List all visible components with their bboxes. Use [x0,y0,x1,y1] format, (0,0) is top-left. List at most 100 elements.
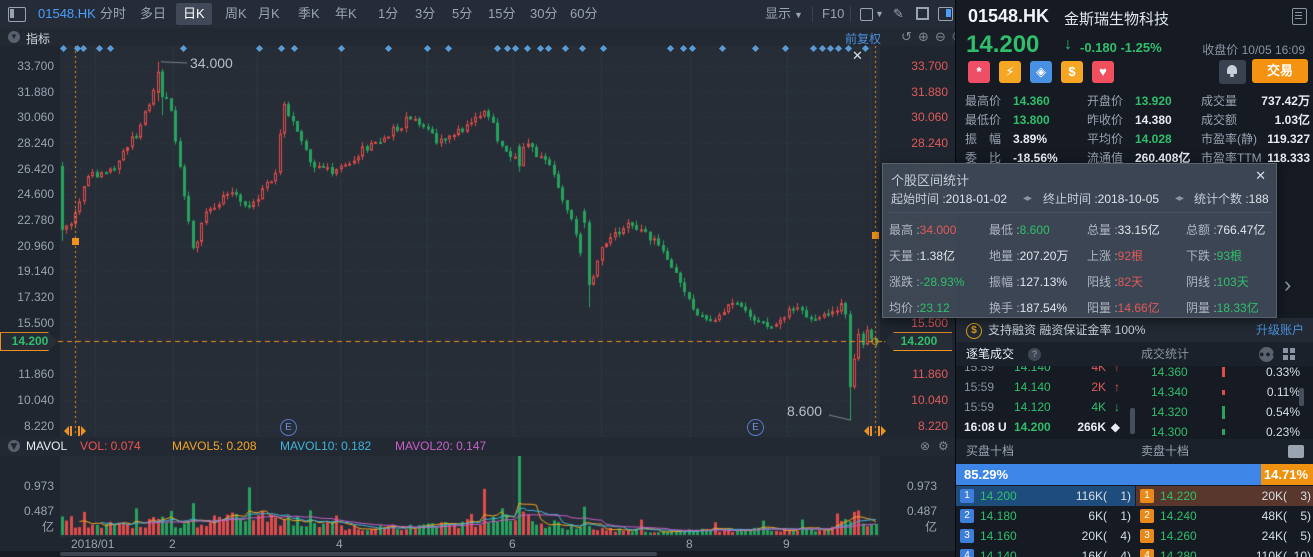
scrollbar-thumb[interactable] [1130,408,1135,434]
bid-depth-row[interactable]: 1 14.200 116K(1) [956,486,1135,506]
range-handle-left[interactable] [72,238,79,245]
more-options-icon[interactable]: ●●● [1259,347,1277,362]
timeframe-季K[interactable]: 季K [298,6,320,21]
close-pane-icon[interactable]: ⊗ [920,439,931,453]
document-icon[interactable] [1292,8,1307,25]
adjust-mode-link[interactable]: 前复权 [845,32,882,46]
count-label: 统计个数 : [1194,192,1249,206]
depth-level-badge: 1 [1140,489,1154,503]
range-handle-right[interactable] [872,232,879,239]
bid-title[interactable]: 买盘十档 [966,444,1015,458]
bid-ratio-segment: 85.29% [956,464,1261,485]
timeframe-年K[interactable]: 年K [335,6,357,21]
ask-depth-row[interactable]: 3 14.260 24K(5) [1136,526,1313,546]
event-e-badge[interactable]: E [280,419,297,436]
stat-value: 3.89% [1013,132,1048,146]
close-icon[interactable]: ✕ [852,48,863,63]
timeframe-15分[interactable]: 15分 [488,6,516,21]
trade-time: 15:59 [964,366,995,374]
layout-icon[interactable] [8,7,26,22]
timeframe-5分[interactable]: 5分 [452,6,473,21]
chart-scrollbar[interactable] [0,551,955,557]
divider [889,212,1272,213]
ask-depth-row[interactable]: 1 14.220 20K(3) [1136,486,1313,506]
zoom-in-icon[interactable]: ⊕ [918,29,929,44]
bid-depth-row[interactable]: 3 14.160 20K(4) [956,526,1135,546]
depth-count: 3) [1300,489,1311,503]
expand-panel-arrow[interactable]: › [1284,272,1292,297]
depth-count: 5) [1300,529,1311,543]
draw-pen-icon[interactable]: ✎ [893,6,904,21]
mavol5-readout: MAVOL5: 0.208 [172,439,257,453]
range-drag-left[interactable] [64,426,86,436]
panel-toggle-icon[interactable] [938,7,953,21]
mavol-title[interactable]: MAVOL [26,439,68,453]
fullscreen-icon[interactable] [916,7,929,20]
bid-depth-row[interactable]: 2 14.180 6K(1) [956,506,1135,526]
price-tick-right: 10.040 [911,392,948,407]
indicator-label[interactable]: 指标 [26,32,51,46]
trade-tabs: 逐笔成交 ? 成交统计 ●●● [956,342,1313,366]
tab-tick-trades[interactable]: 逐笔成交 [966,347,1015,361]
ask-depth-row[interactable]: 2 14.240 48K(5) [1136,506,1313,526]
depth-qty: 16K( [1081,549,1107,557]
label-tag-icon[interactable]: ◈ [1030,61,1052,83]
timeframe-3分[interactable]: 3分 [415,6,436,21]
ask-depth-row[interactable]: 4 14.280 110K(10) [1136,546,1313,557]
volume-chart-pane: 0.973 0.973 0.487 0.487 亿亿 [0,456,955,537]
timeframe-月K[interactable]: 月K [258,6,280,21]
close-icon[interactable]: ✕ [1255,168,1266,183]
time-axis: 2018/01 2 4 6 8 9 [0,537,955,551]
alert-bell-button[interactable] [1219,60,1246,84]
timeframe-多日[interactable]: 多日 [140,6,167,21]
start-date-label: 起始时间 : [891,192,946,206]
timeframe-60分[interactable]: 60分 [570,6,598,21]
event-e-badge[interactable]: E [747,419,764,436]
popup-stat: 地量 :207.20万 [989,249,1069,263]
popup-stat: 换手 :187.54% [989,301,1068,315]
dollar-icon[interactable]: $ [1061,61,1083,83]
range-drag-right[interactable] [864,426,886,436]
scrollbar-thumb[interactable] [60,552,657,556]
last-price-badge-left: 14.200 [0,332,58,352]
help-icon[interactable]: ? [1028,348,1041,361]
tab-trade-stats[interactable]: 成交统计 [1141,347,1190,361]
depth-count: 5) [1300,509,1311,523]
chart-type-icon[interactable] [860,8,873,21]
chevron-down-icon[interactable]: ▼ [875,9,884,19]
timeframe-分时[interactable]: 分时 [100,6,127,21]
stat-value: -18.56% [1013,151,1058,165]
hk-market-icon[interactable]: * [968,61,990,83]
timeframe-30分[interactable]: 30分 [530,6,558,21]
mavol-dropdown-icon[interactable]: ▼ [8,439,20,453]
timeframe-日K[interactable]: 日K [176,3,212,25]
timeframe-1分[interactable]: 1分 [378,6,399,21]
flash-order-icon[interactable]: ⚡ [999,61,1021,83]
toolbar-symbol[interactable]: 01548.HK [38,6,96,21]
grid-view-icon[interactable] [1283,348,1295,360]
ask-title[interactable]: 卖盘十档 [1141,444,1190,458]
price-tick-left: 8.220 [23,418,54,433]
timeframe-周K[interactable]: 周K [225,6,247,21]
trade-button[interactable]: 交易 [1252,59,1308,83]
start-date-stepper[interactable]: ◂▸ [1023,193,1032,204]
price-tick-left: 22.780 [17,213,54,228]
upgrade-account-link[interactable]: 升级账户 [1255,323,1304,337]
stat-label: 成交量 [1201,94,1238,108]
ask-ratio-segment: 14.71% [1261,464,1313,485]
tick-trade-lists: 15:59 14.140 4K ↑ 15:59 14.140 2K ↑ 15:59 14.120 4… [956,366,1313,439]
scrollbar-thumb[interactable] [1299,388,1304,406]
zoom-out-icon[interactable]: ⊖ [935,29,946,44]
candlestick-canvas[interactable] [0,46,955,437]
indicator-dropdown-icon[interactable]: ▼ [8,31,20,43]
depth-level-badge: 2 [960,509,974,523]
f10-button[interactable]: F10 [822,6,845,21]
end-date-stepper[interactable]: ◂▸ [1175,193,1184,204]
undo-icon[interactable]: ↺ [901,29,912,44]
gear-icon[interactable]: ⚙ [938,439,949,453]
favorite-heart-icon[interactable]: ♥ [1092,61,1114,83]
volume-canvas[interactable] [0,456,955,537]
display-menu[interactable]: 显示 ▼ [765,0,803,28]
bid-depth-row[interactable]: 4 14.140 16K(4) [956,546,1135,557]
depth-levels-badge[interactable]: 10 [1288,444,1304,458]
